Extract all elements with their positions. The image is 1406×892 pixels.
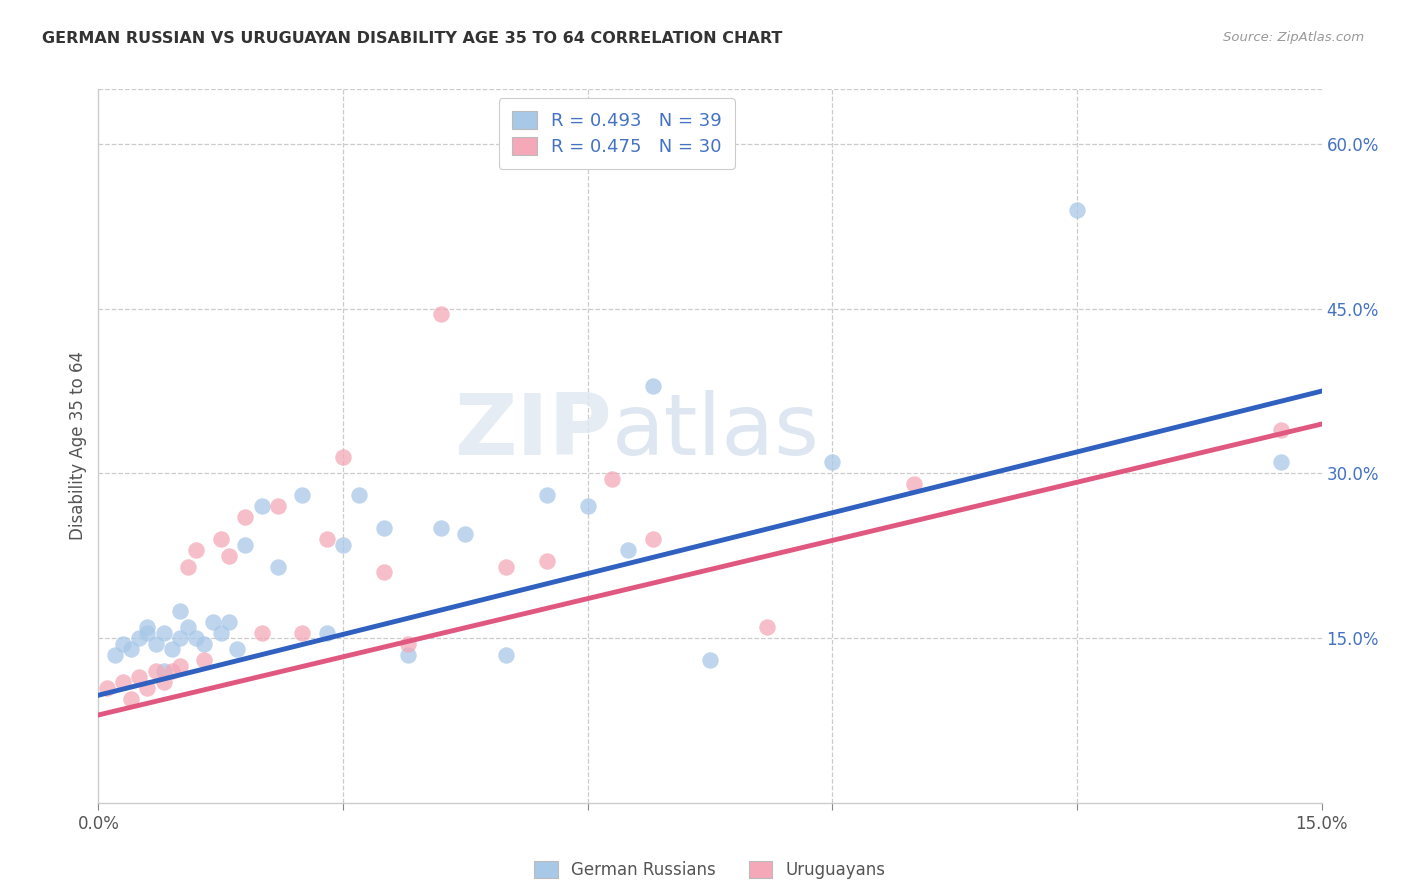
Point (169, 658, 191, 673)
Point (152, 675, 174, 690)
Point (641, 533, 664, 547)
Point (120, 691, 142, 706)
Point (495, 559, 517, 574)
Point (193, 637, 215, 651)
Text: ZIP: ZIP (454, 390, 612, 474)
Point (160, 642, 183, 657)
Point (756, 620, 779, 634)
Point (186, 543, 208, 558)
Text: atlas: atlas (612, 390, 820, 474)
Point (96, 681, 118, 695)
Point (145, 664, 167, 678)
Point (111, 675, 134, 690)
Point (349, 488, 371, 502)
Point (160, 664, 183, 678)
Point (396, 637, 419, 651)
Point (152, 664, 174, 678)
Point (430, 307, 453, 321)
Point (201, 615, 224, 629)
Legend: German Russians, Uruguayans: German Russians, Uruguayans (526, 853, 894, 888)
Point (315, 533, 337, 547)
Point (218, 549, 240, 563)
Point (250, 625, 273, 640)
Point (136, 681, 159, 695)
Point (699, 653, 721, 667)
Point (641, 378, 664, 392)
Point (536, 488, 558, 502)
Text: GERMAN RUSSIAN VS URUGUAYAN DISABILITY AGE 35 TO 64 CORRELATION CHART: GERMAN RUSSIAN VS URUGUAYAN DISABILITY A… (42, 31, 783, 46)
Point (136, 620, 159, 634)
Point (104, 648, 127, 662)
Point (291, 625, 314, 640)
Point (152, 625, 174, 640)
Point (145, 637, 167, 651)
Point (373, 566, 395, 580)
Point (267, 559, 290, 574)
Point (120, 642, 142, 657)
Point (177, 620, 200, 634)
Point (1066, 202, 1088, 217)
Point (209, 533, 232, 547)
Point (128, 669, 150, 683)
Point (600, 472, 623, 486)
Point (430, 521, 453, 535)
Point (903, 477, 925, 491)
Point (250, 500, 273, 514)
Point (291, 488, 314, 502)
Y-axis label: Disability Age 35 to 64: Disability Age 35 to 64 (69, 351, 87, 541)
Point (218, 615, 240, 629)
Point (209, 625, 232, 640)
Point (373, 521, 395, 535)
Point (332, 538, 354, 552)
Point (169, 631, 191, 645)
Point (267, 500, 290, 514)
Point (111, 637, 134, 651)
Point (1270, 423, 1292, 437)
Point (332, 450, 354, 464)
Point (169, 604, 191, 618)
Point (454, 526, 477, 541)
Point (617, 543, 640, 558)
Point (1270, 455, 1292, 469)
Point (233, 538, 256, 552)
Point (315, 625, 337, 640)
Point (233, 510, 256, 524)
Text: Source: ZipAtlas.com: Source: ZipAtlas.com (1223, 31, 1364, 45)
Point (226, 642, 249, 657)
Point (128, 631, 150, 645)
Point (177, 559, 200, 574)
Point (495, 648, 517, 662)
Point (821, 455, 844, 469)
Point (186, 631, 208, 645)
Point (136, 625, 159, 640)
Point (193, 653, 215, 667)
Point (536, 554, 558, 568)
Point (396, 648, 419, 662)
Point (576, 500, 599, 514)
